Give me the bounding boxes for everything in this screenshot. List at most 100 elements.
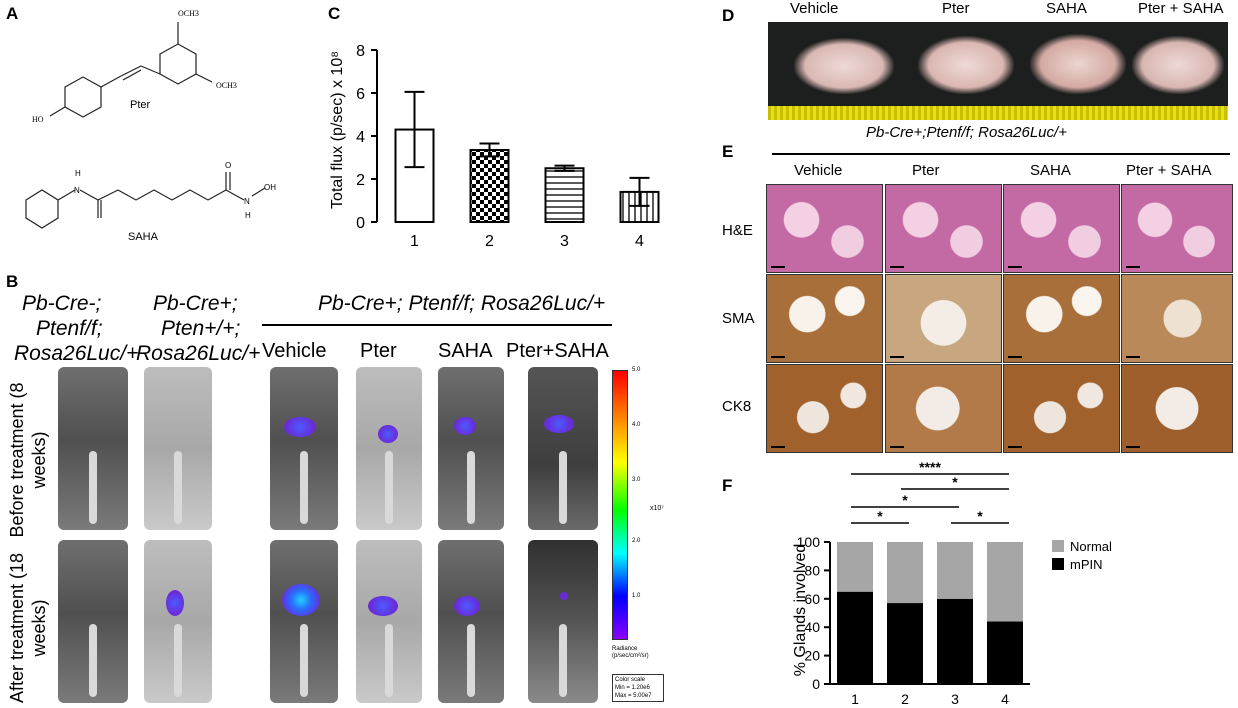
och3-top-label: OCH3 <box>178 9 199 18</box>
histology-image <box>1003 274 1120 363</box>
mouse-image <box>528 540 598 703</box>
col2-line3: Rosa26Luc/+ <box>136 342 261 365</box>
mouse-image <box>270 540 338 703</box>
histology-image <box>1121 274 1233 363</box>
mouse-image <box>356 367 422 530</box>
luminescence-signal <box>454 596 480 616</box>
histology-image <box>1003 364 1120 453</box>
col1-line2: Ptenf/f; <box>36 317 103 340</box>
f-bar-segment <box>887 542 923 604</box>
row-before-treatment: Before treatment (8 weeks) <box>7 382 49 538</box>
scale-tick: 5.0 <box>632 367 641 373</box>
color-scale-max: Max = 5.00e7 <box>615 693 652 699</box>
h-right-label: H <box>245 211 251 220</box>
f-x-tick-label: 2 <box>901 691 909 707</box>
c-x-tick-label: 3 <box>560 233 569 250</box>
saha-structure <box>25 172 266 229</box>
chart-c-plot: 0 2 4 6 8 1 2 3 4 <box>356 43 660 250</box>
mouse-image <box>438 540 504 703</box>
f-bar-segment <box>987 621 1023 684</box>
panel-label-d: D <box>722 6 735 25</box>
panel-label-b: B <box>6 272 19 291</box>
d-label-pter-saha: Pter + SAHA <box>1138 0 1224 17</box>
e-row-sma: SMA <box>722 310 755 327</box>
group-title: Pb-Cre+; Ptenf/f; Rosa26Luc/+ <box>318 292 606 315</box>
histology-image <box>766 184 883 273</box>
ruler <box>768 106 1228 120</box>
f-significance-label: **** <box>919 460 941 475</box>
dissected-tissue-photo <box>768 22 1228 120</box>
e-row-ck8: CK8 <box>722 398 752 415</box>
mouse-image <box>356 540 422 703</box>
scale-multiplier: x10⁷ <box>650 505 664 512</box>
f-bar-segment <box>937 598 973 684</box>
d-label-vehicle: Vehicle <box>790 0 839 17</box>
radiance-units: Radiance (p/sec/cm²/sr) <box>612 646 649 659</box>
n-right-label: N <box>244 197 250 206</box>
panel-label-e: E <box>722 142 734 161</box>
pter-structure <box>49 22 213 118</box>
f-x-tick-label: 4 <box>1001 691 1009 707</box>
f-x-tick-label: 3 <box>951 691 959 707</box>
tissue-specimen <box>918 36 1014 94</box>
ho-label: HO <box>32 115 44 124</box>
col2-line2: Pten+/+; <box>161 317 241 340</box>
e-col-vehicle: Vehicle <box>794 162 843 179</box>
n-left-label: N <box>74 186 80 195</box>
f-significance-label: * <box>977 508 983 524</box>
f-bar-segment <box>987 542 1023 622</box>
c-y-tick-label: 8 <box>356 43 365 60</box>
e-row-he: H&E <box>722 222 753 239</box>
scale-tick: 4.0 <box>632 422 641 428</box>
c-y-tick-label: 6 <box>356 86 365 103</box>
histology-image <box>766 364 883 453</box>
f-legend-swatch <box>1052 558 1064 570</box>
mouse-image <box>270 367 338 530</box>
f-significance-label: * <box>877 508 883 524</box>
f-y-tick-label: 80 <box>804 562 820 578</box>
histology-image <box>766 274 883 363</box>
scale-tick: 1.0 <box>632 593 641 599</box>
oh-label: OH <box>264 183 276 192</box>
histology-image <box>885 274 1002 363</box>
c-bar <box>469 148 510 224</box>
histology-image <box>1121 184 1233 273</box>
c-y-tick-label: 4 <box>356 129 365 146</box>
treatment-pter: Pter <box>360 340 397 362</box>
c-x-tick-label: 1 <box>410 233 419 250</box>
c-bar <box>544 167 585 223</box>
col1-line3: Rosa26Luc/+ <box>14 342 139 365</box>
luminescence-signal <box>454 417 476 435</box>
histology-image <box>1121 364 1233 453</box>
chart-c: 0 2 4 6 8 1 2 3 4 Total flux (p/sec) x 10⁸ <box>329 43 660 250</box>
c-y-tick-label: 0 <box>356 215 365 232</box>
mouse-image <box>58 540 128 703</box>
f-bar-segment <box>937 542 973 599</box>
f-y-tick-label: 40 <box>804 619 820 635</box>
mouse-image <box>528 367 598 530</box>
row-after-treatment: After treatment (18 weeks) <box>7 552 49 704</box>
f-bar-segment <box>837 542 873 592</box>
treatment-saha: SAHA <box>438 340 493 362</box>
mouse-image <box>58 367 128 530</box>
e-title: Pb-Cre+;Ptenf/f; Rosa26Luc/+ <box>866 124 1067 141</box>
tissue-specimen <box>794 38 894 94</box>
f-bar-segment <box>887 603 923 684</box>
histology-image <box>885 184 1002 273</box>
f-significance-label: * <box>952 474 958 490</box>
col1-line1: Pb-Cre-; <box>22 292 102 315</box>
histology-image <box>885 364 1002 453</box>
f-legend-label: Normal <box>1070 539 1112 554</box>
panel-label-c: C <box>328 4 341 23</box>
treatment-pter-saha: Pter+SAHA <box>506 340 609 362</box>
mouse-image <box>144 540 212 703</box>
och3-right-label: OCH3 <box>216 81 237 90</box>
e-col-pter-saha: Pter + SAHA <box>1126 162 1212 179</box>
col2-line1: Pb-Cre+; <box>153 292 238 315</box>
o-right-label: O <box>225 161 231 170</box>
chemical-structures: OCH3 OCH3 HO Pter H N N H OH O SAHA <box>25 9 276 243</box>
treatment-vehicle: Vehicle <box>262 340 327 362</box>
saha-structure-label: SAHA <box>128 231 159 243</box>
